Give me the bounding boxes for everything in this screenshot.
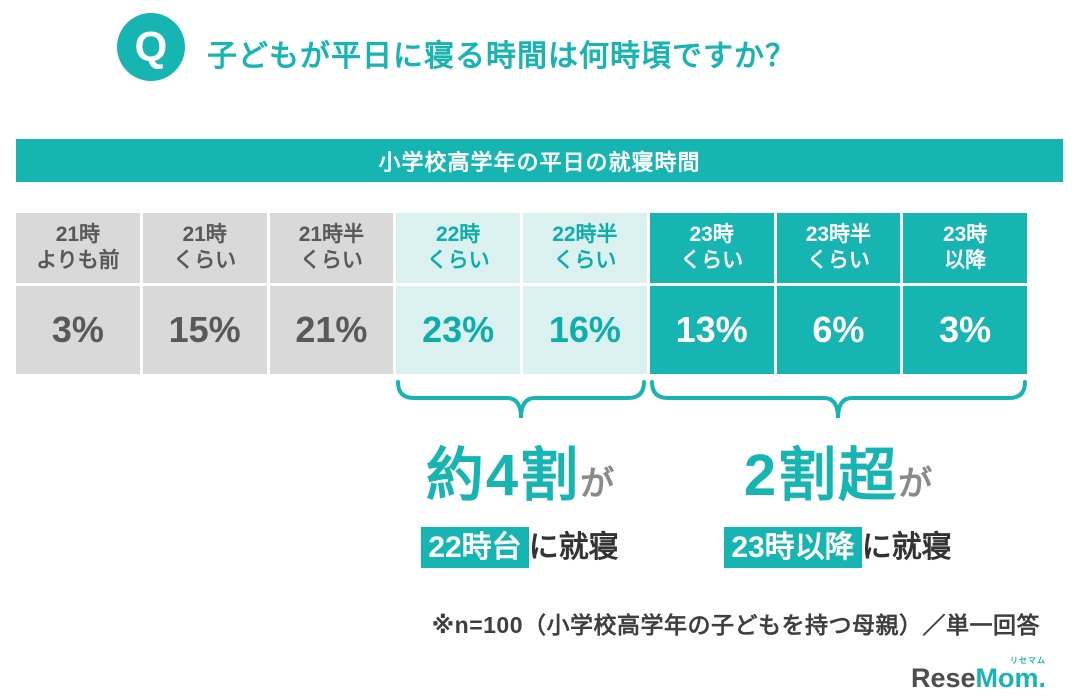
table-column-after-23: 23時 以降 3% <box>903 213 1027 374</box>
sample-size-note: ※n=100（小学校高学年の子どもを持つ母親）／単一回答 <box>431 612 1040 638</box>
column-header: 23時 くらい <box>649 213 774 283</box>
question-title: 子どもが平日に寝る時間は何時頃ですか？ <box>207 40 796 73</box>
annotation-highlight: 23時以降 <box>724 527 862 568</box>
column-value: 21% <box>269 286 394 374</box>
column-header: 21時 くらい <box>142 213 267 283</box>
annotation-headline: 約4割が <box>370 428 670 512</box>
logo-kana-label: リセマム <box>1010 656 1046 665</box>
annotation-big-figure: 2割超 <box>743 443 899 508</box>
table-column-22: 22時 くらい 23% <box>396 213 520 374</box>
logo-text-rese: Rese <box>910 663 976 693</box>
column-header: 22時半 くらい <box>523 213 647 283</box>
column-header: 22時 くらい <box>396 213 520 283</box>
column-header: 23時 以降 <box>903 213 1027 283</box>
table-title-banner: 小学校高学年の平日の就寝時間 <box>16 139 1063 182</box>
annotation-suffix: が <box>580 465 615 503</box>
table-title: 小学校高学年の平日の就寝時間 <box>378 149 701 175</box>
annotation-23-group: 2割超が 23時以降 に就寝 <box>688 428 988 568</box>
table-column-before-21: 21時 よりも前 3% <box>16 213 140 374</box>
logo-text-mom: Mom. <box>975 663 1047 693</box>
resemom-logo: リセマム ReseMom. <box>910 657 1047 693</box>
column-value: 13% <box>649 286 774 374</box>
annotation-highlight: 22時台 <box>421 527 529 568</box>
column-value: 6% <box>776 286 901 374</box>
table-column-23: 23時 くらい 13% <box>649 213 774 374</box>
column-header: 23時半 くらい <box>776 213 901 283</box>
question-badge-letter: Q <box>134 23 168 70</box>
column-value: 16% <box>523 286 647 374</box>
annotation-big-figure: 約4割 <box>425 443 581 508</box>
column-header: 21時半 くらい <box>269 213 394 283</box>
column-value: 3% <box>16 286 140 374</box>
annotation-22-group: 約4割が 22時台 に就寝 <box>370 428 670 568</box>
column-value: 3% <box>903 286 1027 374</box>
table-column-2130: 21時半 くらい 21% <box>269 213 394 374</box>
column-value: 15% <box>142 286 267 374</box>
column-value: 23% <box>396 286 520 374</box>
brace-22-group-icon <box>396 380 646 422</box>
annotation-headline: 2割超が <box>688 428 988 512</box>
question-badge: Q <box>117 13 185 81</box>
column-header: 21時 よりも前 <box>16 213 140 283</box>
table-column-2230: 22時半 くらい 16% <box>523 213 647 374</box>
annotation-subline: 23時以降 に就寝 <box>688 522 988 568</box>
table-column-2330: 23時半 くらい 6% <box>776 213 901 374</box>
annotation-rest: に就寝 <box>861 531 952 564</box>
result-table: 21時 よりも前 3% 21時 くらい 15% 21時半 くらい 21% 22時… <box>16 213 1027 374</box>
annotation-suffix: が <box>898 465 933 503</box>
annotation-rest: に就寝 <box>528 531 619 564</box>
brace-23-group-icon <box>650 380 1027 422</box>
table-column-21: 21時 くらい 15% <box>142 213 267 374</box>
annotation-subline: 22時台 に就寝 <box>370 522 670 568</box>
